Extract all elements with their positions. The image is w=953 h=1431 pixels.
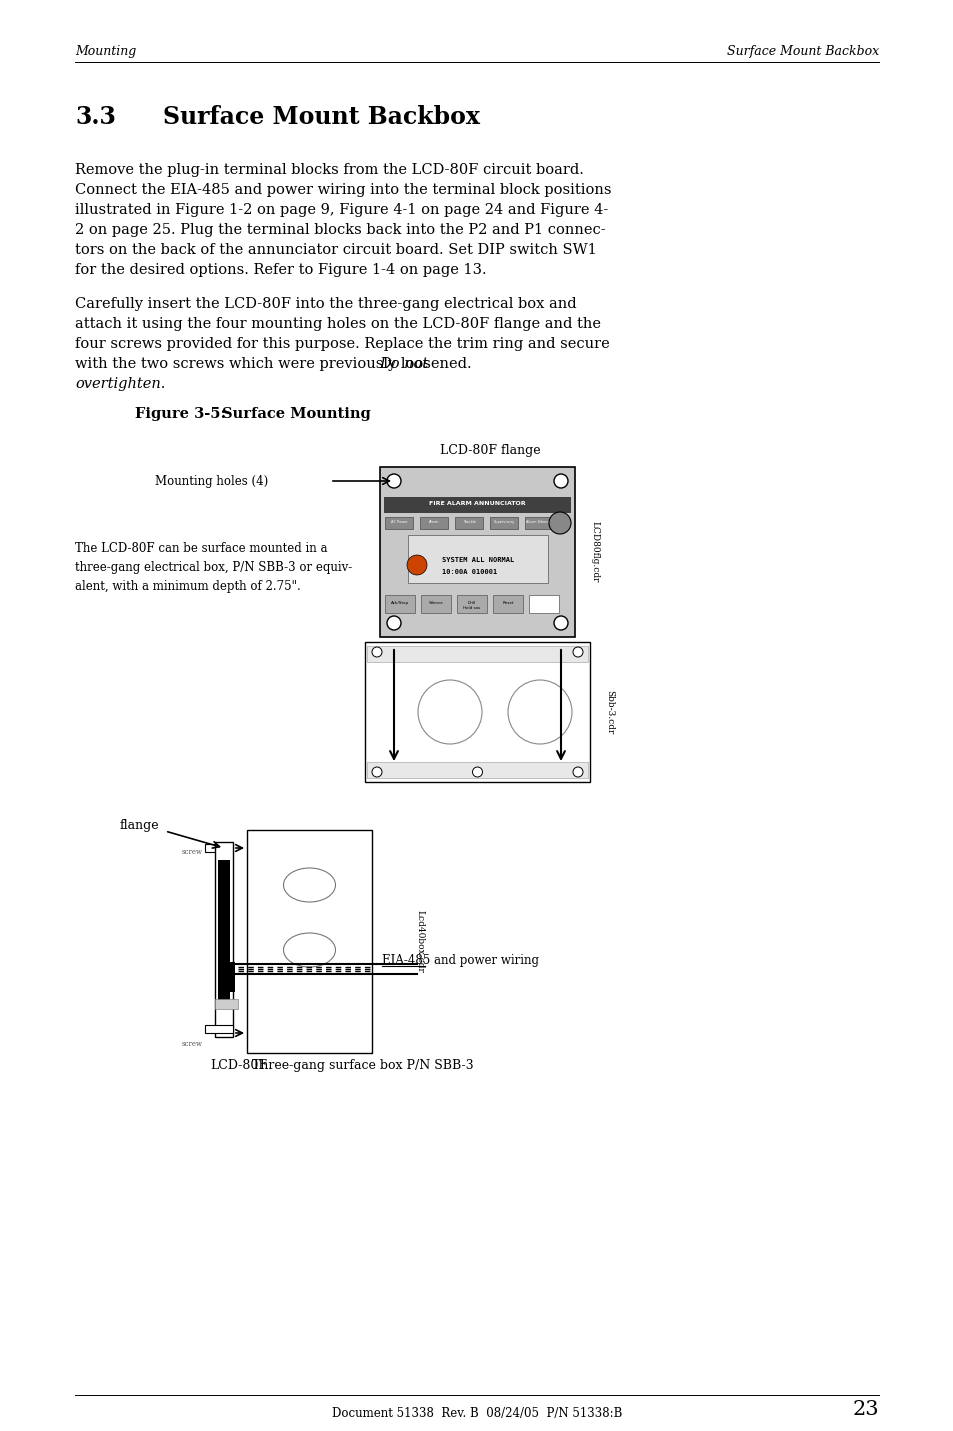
Text: Lcd40box.cdr: Lcd40box.cdr — [416, 910, 424, 973]
Circle shape — [372, 647, 381, 657]
Text: with the two screws which were previously loosened.: with the two screws which were previousl… — [75, 356, 476, 371]
Text: Sbb-3.cdr: Sbb-3.cdr — [605, 690, 614, 734]
Bar — [490, 517, 517, 529]
Text: Ack/Stop: Ack/Stop — [391, 601, 409, 605]
Text: Surface Mount Backbox: Surface Mount Backbox — [163, 104, 479, 129]
Bar — [419, 517, 448, 529]
Text: Surface Mounting: Surface Mounting — [222, 406, 371, 421]
Bar — [205, 844, 233, 851]
Text: Alarm Silenced: Alarm Silenced — [525, 519, 552, 524]
Text: The LCD-80F can be surface mounted in a
three-gang electrical box, P/N SBB-3 or : The LCD-80F can be surface mounted in a … — [75, 542, 352, 592]
Bar — [420, 595, 451, 612]
Text: FIRE ALARM ANNUNCIATOR: FIRE ALARM ANNUNCIATOR — [429, 501, 525, 507]
Bar — [365, 643, 589, 781]
Text: EIA-485 and power wiring: EIA-485 and power wiring — [381, 954, 538, 967]
Circle shape — [548, 512, 571, 534]
Text: 23: 23 — [851, 1400, 878, 1420]
Ellipse shape — [283, 933, 335, 967]
Text: four screws provided for this purpose. Replace the trim ring and secure: four screws provided for this purpose. R… — [75, 336, 609, 351]
Bar — [385, 517, 413, 529]
Circle shape — [387, 615, 400, 630]
Text: Document 51338  Rev. B  08/24/05  P/N 51338:B: Document 51338 Rev. B 08/24/05 P/N 51338… — [332, 1407, 621, 1420]
Text: Mounting holes (4): Mounting holes (4) — [154, 475, 268, 488]
Ellipse shape — [283, 869, 335, 902]
Bar — [218, 860, 230, 1000]
Text: Figure 3-5:: Figure 3-5: — [135, 406, 226, 421]
Text: Reset: Reset — [501, 601, 514, 605]
Bar — [379, 467, 575, 637]
Bar — [221, 962, 234, 992]
Text: attach it using the four mounting holes on the LCD-80F flange and the: attach it using the four mounting holes … — [75, 318, 600, 331]
Circle shape — [554, 615, 567, 630]
Text: flange: flange — [120, 819, 159, 831]
Text: illustrated in Figure 1-2 on page 9, Figure 4-1 on page 24 and Figure 4-: illustrated in Figure 1-2 on page 9, Fig… — [75, 203, 608, 218]
Text: Alarm: Alarm — [428, 519, 438, 524]
Circle shape — [573, 647, 582, 657]
Bar — [385, 595, 415, 612]
Text: Connect the EIA-485 and power wiring into the terminal block positions: Connect the EIA-485 and power wiring int… — [75, 183, 611, 197]
Text: Silence: Silence — [428, 601, 443, 605]
Text: 3.3: 3.3 — [75, 104, 115, 129]
Bar — [456, 595, 486, 612]
Text: LCD80flg.cdr: LCD80flg.cdr — [590, 521, 598, 582]
Bar — [214, 999, 237, 1009]
Bar — [384, 497, 571, 512]
Bar — [529, 595, 558, 612]
Text: tors on the back of the annunciator circuit board. Set DIP switch SW1: tors on the back of the annunciator circ… — [75, 243, 597, 258]
Bar — [247, 830, 372, 1053]
Text: Three-gang surface box P/N SBB-3: Three-gang surface box P/N SBB-3 — [252, 1059, 473, 1072]
Circle shape — [573, 767, 582, 777]
Text: screw: screw — [182, 849, 203, 856]
Text: LCD-80F flange: LCD-80F flange — [439, 444, 539, 456]
Circle shape — [417, 680, 481, 744]
Bar — [455, 517, 482, 529]
Text: Supervisory: Supervisory — [493, 519, 514, 524]
Text: 2 on page 25. Plug the terminal blocks back into the P2 and P1 connec-: 2 on page 25. Plug the terminal blocks b… — [75, 223, 605, 238]
Text: Do not: Do not — [378, 356, 428, 371]
Bar — [214, 841, 233, 1037]
Text: LCD-80F: LCD-80F — [210, 1059, 267, 1072]
Bar — [493, 595, 522, 612]
Text: Trouble: Trouble — [462, 519, 475, 524]
Text: screw: screw — [182, 1040, 203, 1047]
Text: 10:00A 010001: 10:00A 010001 — [441, 570, 497, 575]
Text: AC Power: AC Power — [390, 519, 407, 524]
Bar — [205, 1025, 233, 1033]
Text: Surface Mount Backbox: Surface Mount Backbox — [726, 44, 878, 59]
Text: Mounting: Mounting — [75, 44, 136, 59]
Circle shape — [387, 474, 400, 488]
Bar — [408, 535, 547, 582]
Text: overtighten.: overtighten. — [75, 376, 165, 391]
Text: Carefully insert the LCD-80F into the three-gang electrical box and: Carefully insert the LCD-80F into the th… — [75, 298, 576, 311]
Bar — [367, 761, 587, 778]
Bar — [524, 517, 553, 529]
Circle shape — [507, 680, 572, 744]
Circle shape — [407, 555, 427, 575]
Text: Drill
Hold sos: Drill Hold sos — [463, 601, 480, 610]
Text: Remove the plug-in terminal blocks from the LCD-80F circuit board.: Remove the plug-in terminal blocks from … — [75, 163, 583, 177]
Text: for the desired options. Refer to Figure 1-4 on page 13.: for the desired options. Refer to Figure… — [75, 263, 486, 278]
Circle shape — [372, 767, 381, 777]
Circle shape — [472, 767, 482, 777]
Text: SYSTEM ALL NORMAL: SYSTEM ALL NORMAL — [441, 557, 514, 562]
Bar — [367, 645, 587, 663]
Circle shape — [554, 474, 567, 488]
